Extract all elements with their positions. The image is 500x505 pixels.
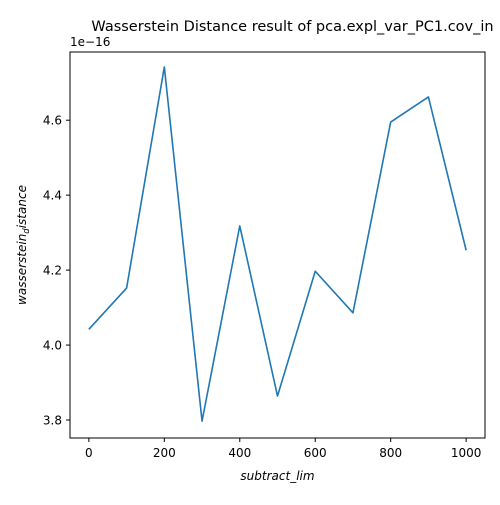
y-tick-label: 4.4 [43, 189, 62, 203]
x-tick-label: 0 [85, 446, 93, 460]
y-tick-label: 3.8 [43, 414, 62, 428]
x-tick-label: 200 [153, 446, 176, 460]
x-axis-title: subtract_lim [240, 469, 314, 483]
x-tick-label: 400 [228, 446, 251, 460]
y-tick-label: 4.0 [43, 339, 62, 353]
y-tick-label: 4.2 [43, 264, 62, 278]
y-tick-label: 4.6 [43, 114, 62, 128]
chart-title: Wasserstein Distance result of pca.expl_… [91, 19, 493, 35]
plot-area [70, 52, 485, 438]
x-tick-label: 1000 [451, 446, 482, 460]
y-axis-offset-text: 1e−16 [70, 35, 110, 49]
y-axis-title-tail: istance [15, 185, 29, 228]
x-tick-label: 800 [379, 446, 402, 460]
y-axis-title-main: wasserstein [15, 234, 29, 305]
x-tick-label: 600 [304, 446, 327, 460]
